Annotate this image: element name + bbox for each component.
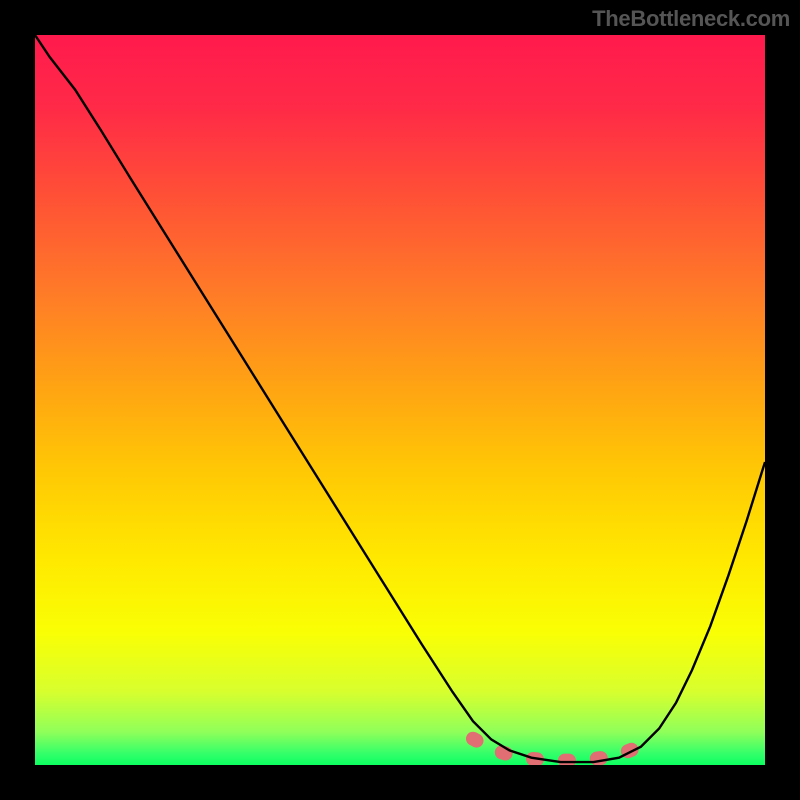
- gradient-background: [35, 35, 765, 765]
- watermark-text: TheBottleneck.com: [592, 6, 790, 32]
- chart-container: TheBottleneck.com: [0, 0, 800, 800]
- bottleneck-chart: [35, 35, 765, 765]
